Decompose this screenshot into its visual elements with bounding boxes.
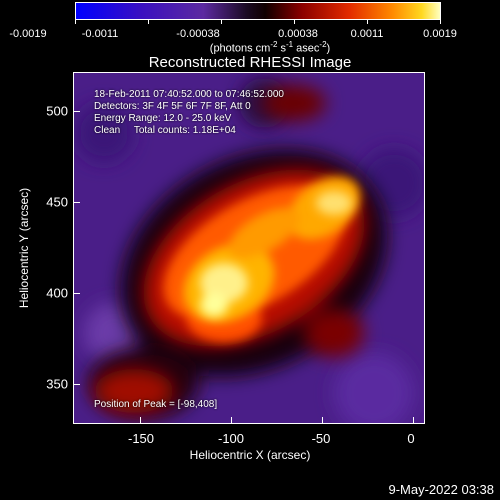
colorbar-tick-label: -0.00038 <box>176 28 220 40</box>
colorbar-tick-mark <box>148 19 149 24</box>
colorbar <box>75 2 441 20</box>
colorbar-tick-label: -0.0011 <box>81 28 119 40</box>
y-tick-label: 450 <box>46 194 68 210</box>
x-tick-mark <box>322 417 323 423</box>
detectors-label: Detectors: 3F 4F 5F 6F 7F 8F, Att 0 <box>94 101 251 112</box>
y-tick-mark <box>74 384 80 385</box>
colorbar-tick-mark <box>367 19 368 24</box>
time-range-label: 18-Feb-2011 07:40:52.000 to 07:46:52.000 <box>94 89 284 100</box>
colorbar-tick-mark <box>221 19 222 24</box>
x-tick-label: -150 <box>127 431 155 446</box>
colorbar-tick-mark <box>294 19 295 24</box>
x-tick-mark <box>140 417 141 423</box>
image-title: Reconstructed RHESSI Image <box>148 54 352 71</box>
colorbar-tick-mark <box>440 19 441 24</box>
y-tick-mark <box>74 293 80 294</box>
colorbar-tick-mark <box>75 19 76 24</box>
colorbar-tick-label: -0.0019 <box>9 28 47 40</box>
clean-counts-label: Clean Total counts: 1.18E+04 <box>94 125 236 136</box>
y-tick-label: 400 <box>46 285 68 301</box>
peak-position-label: Position of Peak = [-98,408] <box>94 399 218 410</box>
y-tick-label: 500 <box>46 103 68 119</box>
colorbar-unit-label: (photons cm-2 s-1 asec-2) <box>209 40 331 55</box>
colorbar-tick-label: 0.0019 <box>423 28 457 40</box>
y-tick-mark <box>74 111 80 112</box>
x-tick-label: -50 <box>311 431 331 446</box>
x-tick-label: -100 <box>217 431 245 446</box>
x-tick-label: 0 <box>407 431 415 446</box>
generated-timestamp: 9-May-2022 03:38 <box>388 482 494 497</box>
energy-range-label: Energy Range: 12.0 - 25.0 keV <box>94 113 232 124</box>
x-axis-label: Heliocentric X (arcsec) <box>189 448 311 462</box>
colorbar-tick-label: 0.0011 <box>350 28 384 40</box>
rhessi-image <box>74 73 424 423</box>
y-axis-label: Heliocentric Y (arcsec) <box>17 187 31 309</box>
y-tick-mark <box>74 202 80 203</box>
x-tick-mark <box>231 417 232 423</box>
y-tick-label: 350 <box>46 376 68 392</box>
colorbar-tick-label: 0.00038 <box>278 28 318 40</box>
rhessi-image-plot: 18-Feb-2011 07:40:52.000 to 07:46:52.000… <box>73 72 425 424</box>
x-tick-mark <box>413 417 414 423</box>
